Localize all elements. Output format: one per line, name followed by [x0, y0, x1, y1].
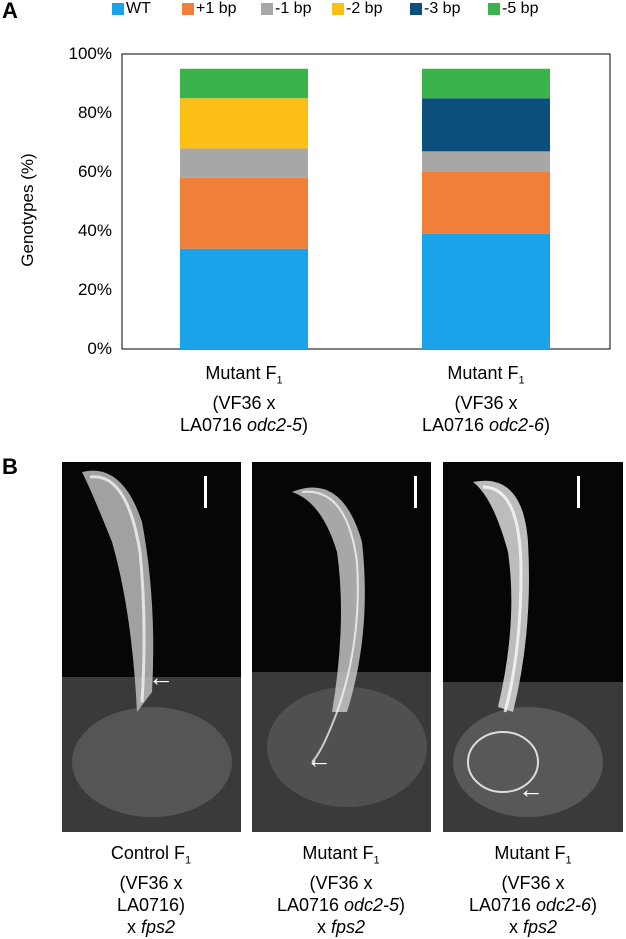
- bar-segment: [180, 248, 308, 349]
- panel-a-letter: A: [2, 0, 18, 23]
- legend-swatch: [488, 3, 500, 15]
- y-tick-label: 20%: [77, 280, 112, 299]
- pollen-tube-image-2: [252, 476, 431, 832]
- legend-swatch: [410, 3, 422, 15]
- legend-item: -2 bp: [332, 0, 382, 18]
- bar-segment: [180, 68, 308, 99]
- pollen-tube-image-1: [62, 470, 241, 832]
- bar-segment: [180, 98, 308, 149]
- y-tick-label: 80%: [77, 103, 112, 122]
- legend-item: WT: [112, 0, 151, 18]
- bar-segment: [422, 98, 550, 152]
- y-tick-label: 100%: [68, 44, 112, 63]
- legend-item: -5 bp: [488, 0, 538, 18]
- legend-swatch: [182, 3, 194, 15]
- legend-swatch: [261, 3, 273, 15]
- photo-caption: Control F1 (VF36 x LA0716) x fps2: [110, 843, 192, 937]
- arrow-icon: ←: [306, 744, 332, 774]
- legend-swatch: [332, 3, 344, 15]
- legend-label: WT: [126, 0, 151, 17]
- x-category-label: Mutant F1 (VF36 x LA0716 odc2-6): [421, 363, 551, 435]
- bar-segment: [422, 68, 550, 99]
- arrow-icon: ←: [148, 662, 174, 692]
- y-tick-label: 40%: [77, 221, 112, 240]
- legend-label: -3 bp: [424, 0, 461, 17]
- micrograph-control: ←: [62, 462, 241, 832]
- bar-segment: [422, 233, 550, 349]
- y-tick-label: 60%: [77, 162, 112, 181]
- x-category-label: Mutant F1 (VF36 x LA0716 odc2-5): [179, 363, 309, 435]
- plot-frame: [121, 53, 611, 350]
- legend-swatch: [112, 3, 124, 15]
- pollen-tube-image-3: [443, 476, 623, 832]
- bar-segment: [180, 148, 308, 178]
- legend-label: -5 bp: [502, 0, 539, 17]
- legend-label: +1 bp: [196, 0, 237, 17]
- arrow-icon: ←: [518, 774, 544, 804]
- legend-label: -1 bp: [275, 0, 312, 17]
- micrograph-odc2-6: ←: [443, 462, 623, 832]
- stacked-bar-chart: [121, 53, 611, 350]
- bar-segment: [422, 172, 550, 234]
- y-axis-title: Genotypes (%): [18, 153, 37, 267]
- legend-item: -1 bp: [261, 0, 311, 18]
- bar-segment: [180, 177, 308, 249]
- legend-item: -3 bp: [410, 0, 460, 18]
- photo-caption: Mutant F1 (VF36 x LA0716 odc2-5) x fps2: [276, 843, 406, 937]
- panel-b-letter: B: [2, 454, 18, 479]
- bar-segment: [422, 151, 550, 172]
- photo-caption: Mutant F1 (VF36 x LA0716 odc2-6) x fps2: [468, 843, 598, 937]
- legend-label: -2 bp: [346, 0, 383, 17]
- micrograph-odc2-5: ←: [252, 462, 431, 832]
- legend-item: +1 bp: [182, 0, 236, 18]
- y-tick-label: 0%: [87, 339, 112, 358]
